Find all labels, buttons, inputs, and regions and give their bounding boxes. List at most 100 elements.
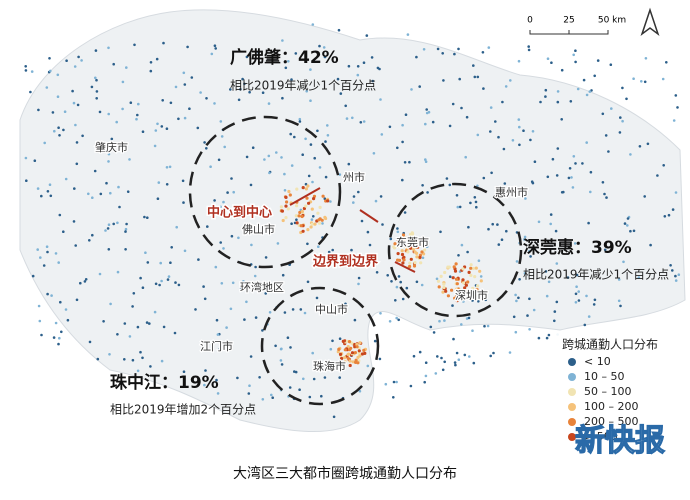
dot xyxy=(307,174,311,178)
dot xyxy=(409,246,413,250)
dot xyxy=(40,194,43,198)
dot xyxy=(400,252,405,257)
dot xyxy=(116,221,119,225)
dot xyxy=(348,363,352,368)
dot xyxy=(555,300,559,304)
dot xyxy=(267,154,271,158)
dot xyxy=(577,299,581,302)
dot xyxy=(58,213,62,217)
dot xyxy=(518,125,521,129)
dot xyxy=(213,199,216,202)
dot xyxy=(37,304,41,308)
annotation: 边界到边界 xyxy=(312,254,378,270)
dot xyxy=(338,352,343,356)
dot xyxy=(209,165,212,168)
dot xyxy=(379,195,383,198)
dot xyxy=(420,283,424,287)
dot xyxy=(264,256,268,259)
dot xyxy=(225,326,228,329)
dot xyxy=(357,190,360,194)
dot xyxy=(104,229,107,232)
dot xyxy=(271,396,275,400)
dot xyxy=(72,101,76,105)
dot xyxy=(489,354,493,358)
dot xyxy=(294,370,298,374)
dot xyxy=(545,336,549,340)
dot xyxy=(401,123,404,127)
dot xyxy=(165,127,169,130)
dot xyxy=(324,175,328,179)
dot xyxy=(203,383,206,387)
dot xyxy=(603,248,607,252)
city-label: 珠海市 xyxy=(313,359,346,373)
dot xyxy=(441,290,445,294)
dot xyxy=(309,225,313,229)
dot xyxy=(435,277,439,281)
dot xyxy=(545,294,549,298)
dot xyxy=(514,293,517,297)
dot xyxy=(399,280,403,284)
dot xyxy=(177,117,180,121)
dot xyxy=(73,65,77,68)
dot xyxy=(156,122,159,126)
dot xyxy=(331,339,334,343)
dot xyxy=(370,56,374,59)
dot xyxy=(245,55,249,59)
dot xyxy=(46,292,49,296)
legend-swatch xyxy=(568,418,576,426)
dot xyxy=(245,300,248,304)
dot xyxy=(107,152,111,156)
dot xyxy=(425,245,429,248)
dot xyxy=(75,162,79,166)
dot xyxy=(324,140,327,143)
dot xyxy=(301,186,305,190)
dot xyxy=(517,59,521,63)
region-circle xyxy=(260,286,380,406)
dot xyxy=(29,90,32,94)
dot xyxy=(453,52,456,56)
dot xyxy=(424,374,428,378)
dot xyxy=(450,288,454,292)
dot xyxy=(356,65,360,68)
dot xyxy=(518,278,521,281)
commute-dots xyxy=(24,23,681,419)
dot xyxy=(279,347,283,351)
dot xyxy=(456,205,460,209)
dot xyxy=(431,120,435,124)
dot xyxy=(544,88,548,92)
dot xyxy=(643,80,647,84)
dot xyxy=(287,189,291,194)
dot xyxy=(38,319,42,323)
dot xyxy=(408,261,412,265)
dot xyxy=(291,308,295,311)
dot xyxy=(257,51,260,54)
dot xyxy=(308,395,312,399)
dot xyxy=(290,164,294,167)
dot xyxy=(91,196,94,199)
dot xyxy=(386,274,390,277)
dot xyxy=(306,280,310,284)
dot xyxy=(284,204,288,208)
dot xyxy=(421,256,425,260)
dot xyxy=(49,69,52,73)
dot xyxy=(350,248,353,252)
dot xyxy=(254,265,257,269)
dot xyxy=(411,247,415,251)
dot xyxy=(441,52,445,55)
dot xyxy=(157,181,161,184)
dot xyxy=(610,107,613,110)
dot xyxy=(102,320,105,323)
dot xyxy=(107,112,110,116)
dot xyxy=(372,152,376,155)
dot xyxy=(311,23,315,26)
dot xyxy=(135,117,138,121)
region-circle xyxy=(387,182,523,318)
dot xyxy=(460,106,463,110)
dot xyxy=(472,361,476,365)
dot xyxy=(405,236,409,240)
dot xyxy=(574,162,577,165)
dot xyxy=(358,354,362,358)
dot xyxy=(585,294,588,298)
dot xyxy=(24,156,28,160)
dot xyxy=(105,181,108,185)
